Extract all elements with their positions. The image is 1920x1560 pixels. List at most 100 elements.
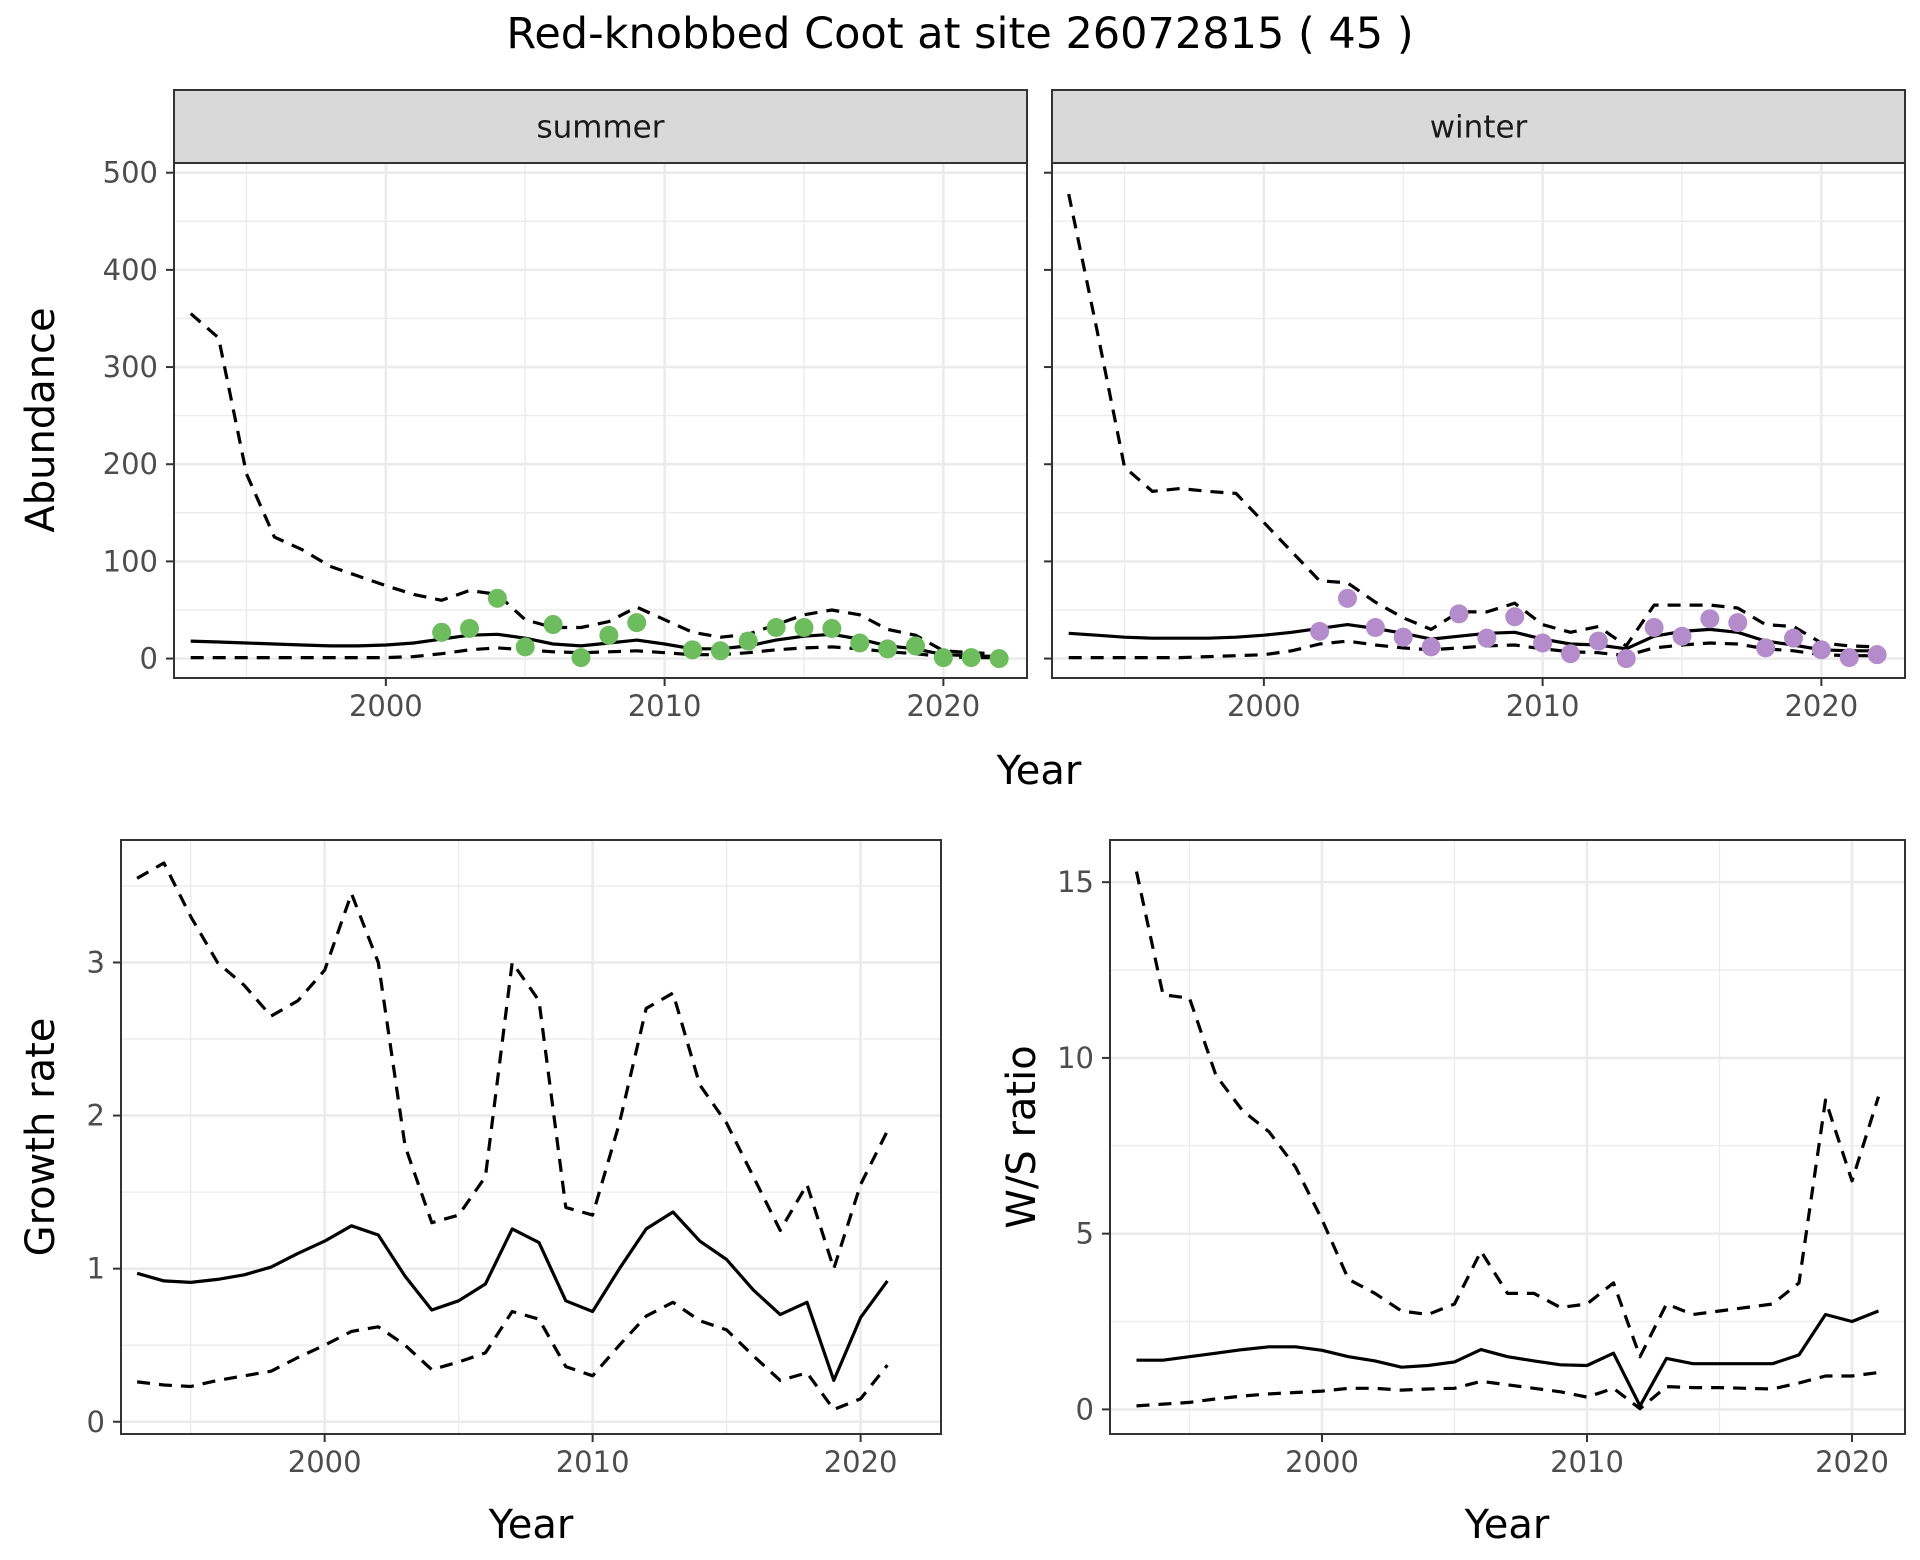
data-point	[459, 618, 479, 638]
facet-strip	[1051, 89, 1906, 164]
data-point	[1756, 638, 1776, 658]
x-tick-label: 2000	[349, 689, 423, 723]
y-axis-title: W/S ratio	[999, 1045, 1045, 1228]
data-point	[515, 637, 535, 657]
facet-label: summer	[536, 110, 664, 146]
ws_ratio-panel: 2000 2010 2020 0 5 10 15 Year W/S ratio	[999, 839, 1906, 1548]
panel-background	[1052, 163, 1905, 678]
x-tick-label: 2010	[556, 1445, 630, 1479]
abundance-panel-summer: summer 2000 2010 2020 0 100 200 300 400 500	[103, 89, 1028, 723]
data-point	[1505, 607, 1525, 627]
x-axis-title: Year	[996, 748, 1082, 794]
data-point	[487, 588, 507, 608]
growth-panel: 2000 2010 2020 0 1 2 3 Year Growth rate	[18, 839, 942, 1548]
data-point	[599, 625, 619, 645]
upper-bound-line	[136, 861, 889, 1271]
y-tick-label: 2	[87, 1099, 105, 1133]
grid-lines	[1110, 840, 1905, 1434]
chart-title: Red-knobbed Coot at site 26072815 ( 45 )	[506, 9, 1413, 59]
y-tick-label: 3	[87, 945, 105, 979]
y-tick-label: 100	[103, 544, 158, 578]
data-point	[794, 617, 814, 637]
data-point	[1533, 633, 1553, 653]
data-point	[682, 640, 702, 660]
y-tick-label: 400	[103, 253, 158, 287]
y-axis-title: Abundance	[18, 307, 64, 532]
data-point	[878, 639, 898, 659]
x-axis-title: Year	[1464, 1502, 1550, 1548]
data-point	[1644, 617, 1664, 637]
x-tick-label: 2000	[1285, 1445, 1359, 1479]
data-point	[1783, 628, 1803, 648]
x-tick-label: 2010	[1506, 689, 1580, 723]
panel-background	[174, 163, 1027, 678]
x-axis-title: Year	[488, 1502, 574, 1548]
fitted-line	[1136, 1309, 1880, 1408]
y-tick-label: 300	[103, 350, 158, 384]
data-point	[1588, 631, 1608, 651]
panel-border	[1109, 839, 1906, 1435]
facet-strip	[173, 89, 1028, 164]
y-tick-label: 0	[87, 1405, 105, 1439]
data-point	[933, 648, 953, 668]
lower-bound-line	[136, 1300, 889, 1412]
data-point	[1560, 644, 1580, 664]
data-point	[1393, 627, 1413, 647]
data-point	[627, 613, 647, 633]
upper-bound-line	[1134, 871, 1881, 1359]
data-point	[905, 636, 925, 656]
grid-lines	[121, 840, 941, 1434]
data-point	[1839, 648, 1859, 668]
y-tick-label: 0	[140, 642, 158, 676]
data-point	[543, 615, 563, 635]
y-tick-label: 10	[1057, 1041, 1094, 1075]
data-point	[1365, 617, 1385, 637]
data-point	[1616, 649, 1636, 669]
data-point	[1310, 621, 1330, 641]
y-tick-label: 200	[103, 447, 158, 481]
data-point	[710, 641, 730, 661]
lower-bound-line	[190, 645, 1000, 660]
panel-background	[121, 840, 941, 1434]
fitted-line	[136, 1210, 889, 1382]
x-tick-label: 2020	[824, 1445, 898, 1479]
y-tick-label: 5	[1076, 1217, 1094, 1251]
x-tick-label: 2000	[1227, 689, 1301, 723]
data-point	[1867, 645, 1887, 665]
data-point	[989, 649, 1009, 669]
data-point	[571, 648, 591, 668]
x-tick-label: 2020	[906, 689, 980, 723]
y-tick-label: 500	[103, 156, 158, 190]
data-point	[1811, 640, 1831, 660]
panel-border	[120, 839, 942, 1435]
x-tick-label: 2020	[1784, 689, 1858, 723]
x-tick-label: 2020	[1815, 1445, 1889, 1479]
data-point	[961, 648, 981, 668]
data-point	[1421, 637, 1441, 657]
data-point	[850, 633, 870, 653]
x-tick-label: 2000	[288, 1445, 362, 1479]
data-point	[1728, 613, 1748, 633]
facet-label: winter	[1430, 110, 1528, 146]
y-tick-label: 1	[87, 1252, 105, 1286]
panel-background	[1110, 840, 1905, 1434]
lower-bound-line	[1068, 639, 1878, 660]
data-point	[1337, 588, 1357, 608]
x-tick-label: 2010	[1550, 1445, 1624, 1479]
data-point	[1449, 604, 1469, 624]
grid-lines	[1052, 163, 1905, 678]
data-point	[822, 618, 842, 638]
y-tick-label: 15	[1057, 865, 1094, 899]
data-point	[1672, 626, 1692, 646]
fitted-line	[1068, 623, 1878, 653]
x-tick-label: 2010	[628, 689, 702, 723]
upper-bound-line	[1067, 193, 1878, 649]
grid-lines	[174, 163, 1027, 678]
data-point	[1477, 628, 1497, 648]
abundance-panel-winter: winter 2000 2010 2020	[1044, 89, 1906, 723]
data-point	[432, 622, 452, 642]
data-point	[766, 617, 786, 637]
y-tick-label: 0	[1076, 1392, 1094, 1426]
